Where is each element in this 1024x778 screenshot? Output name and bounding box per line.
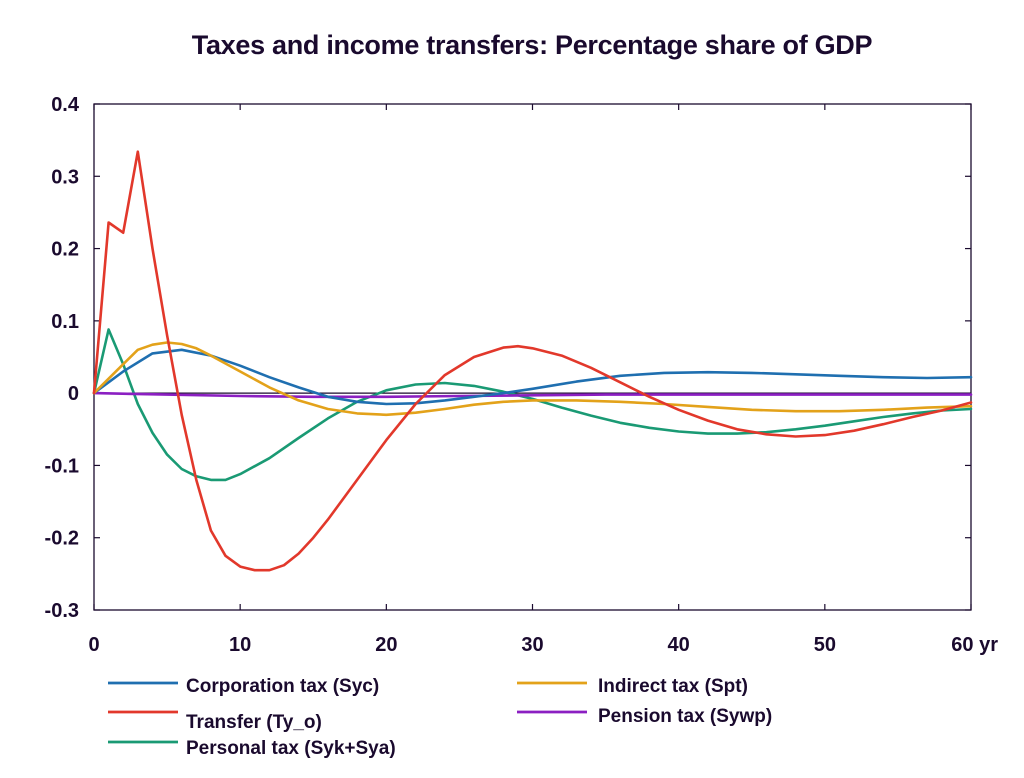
x-tick-label: 20 xyxy=(375,634,397,656)
series-lines xyxy=(92,150,973,572)
series-line-4 xyxy=(92,341,973,417)
chart-title: Taxes and income transfers: Percentage s… xyxy=(191,30,873,60)
x-tick-label: 60 yr xyxy=(951,634,998,656)
y-tick-label: 0 xyxy=(68,383,79,405)
x-tick-label: 50 xyxy=(814,634,836,656)
y-tick-label: -0.1 xyxy=(45,455,79,477)
legend-label-4: Indirect tax (Spt) xyxy=(598,676,748,697)
x-tick-label: 40 xyxy=(668,634,690,656)
y-tick-label: -0.2 xyxy=(45,528,79,550)
x-tick-label: 30 xyxy=(521,634,543,656)
legend-label-5: Pension tax (Sywp) xyxy=(598,706,772,727)
legend: Corporation tax (Syc) Transfer (Ty_o) Pers… xyxy=(108,676,772,759)
x-tick-label: 0 xyxy=(88,634,99,656)
y-tick-label: 0.2 xyxy=(51,239,79,261)
x-tick-label: 10 xyxy=(229,634,251,656)
legend-label-3: Personal tax (Syk+Sya) xyxy=(186,738,396,759)
series-line-2 xyxy=(92,150,973,572)
legend-label-1: Corporation tax (Syc) xyxy=(186,676,379,697)
y-tick-label: 0.1 xyxy=(51,311,79,333)
plot-frame xyxy=(93,103,972,611)
y-tick-label: -0.3 xyxy=(45,600,79,622)
series-line-5 xyxy=(92,391,973,399)
y-tick-label: 0.4 xyxy=(51,94,80,116)
series-line-3 xyxy=(92,328,973,482)
legend-label-2: Transfer (Ty_o) xyxy=(186,712,322,733)
axes: 0.4 0.3 0.2 0.1 0 -0.1 -0.2 -0.3 0 10 20 30 40 50 60 y… xyxy=(45,94,999,656)
y-tick-label: 0.3 xyxy=(51,166,79,188)
